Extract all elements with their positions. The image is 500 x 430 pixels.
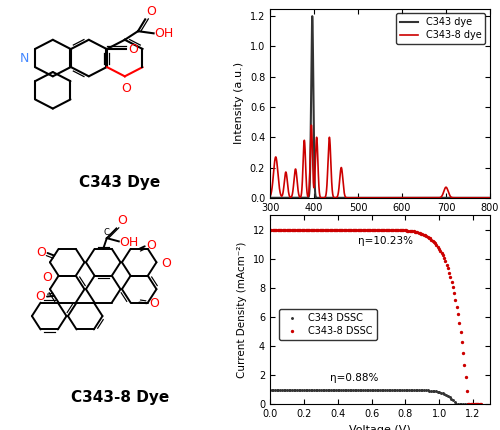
C343 dye: [487, 195, 493, 200]
X-axis label: Wavelength (nm): Wavelength (nm): [332, 218, 428, 228]
Y-axis label: Current Density (mAcm⁻²): Current Density (mAcm⁻²): [237, 241, 247, 378]
C343 DSSC: [352, 387, 358, 392]
Text: N: N: [20, 52, 29, 64]
C343-8 dye: [382, 195, 388, 200]
Text: η=10.23%: η=10.23%: [358, 236, 412, 246]
Text: η=0.88%: η=0.88%: [330, 373, 379, 383]
Text: O: O: [146, 239, 156, 252]
C343-8 dye: [487, 195, 493, 200]
Text: O: O: [162, 257, 171, 270]
X-axis label: Voltage (V): Voltage (V): [349, 424, 411, 430]
C343 DSSC: [454, 402, 460, 407]
C343 dye: [305, 195, 311, 200]
C343-8 dye: [459, 195, 465, 200]
C343 DSSC: [432, 389, 438, 394]
C343 DSSC: [478, 402, 484, 407]
C343-8 DSSC: [352, 227, 358, 232]
C343-8 DSSC: [360, 227, 366, 232]
C343 dye: [292, 195, 298, 200]
C343 DSSC: [288, 387, 294, 392]
Text: O: O: [128, 43, 138, 56]
Text: OH: OH: [120, 236, 139, 249]
C343-8 dye: [305, 194, 311, 199]
C343-8 dye: [308, 123, 314, 128]
C343-8 DSSC: [478, 402, 484, 407]
Text: O: O: [42, 271, 52, 284]
Line: C343 DSSC: C343 DSSC: [268, 388, 483, 406]
C343 dye: [267, 195, 273, 200]
C343 dye: [352, 195, 358, 200]
Text: OH: OH: [154, 27, 174, 40]
C343 dye: [361, 195, 367, 200]
C343-8 DSSC: [436, 246, 442, 251]
C343-8 dye: [483, 195, 489, 200]
C343-8 dye: [267, 194, 273, 199]
Text: O: O: [35, 290, 45, 304]
Text: C343 Dye: C343 Dye: [80, 175, 160, 190]
Legend: C343 dye, C343-8 dye: C343 dye, C343-8 dye: [396, 13, 485, 44]
Text: O: O: [121, 82, 131, 95]
Y-axis label: Intensity (a.u.): Intensity (a.u.): [234, 62, 244, 144]
C343-8 DSSC: [288, 227, 294, 232]
Text: O: O: [149, 297, 158, 310]
C343-8 DSSC: [412, 229, 418, 234]
C343 dye: [459, 195, 465, 200]
C343-8 dye: [292, 168, 298, 173]
Text: O: O: [36, 246, 46, 259]
Text: O: O: [117, 214, 127, 227]
Text: C: C: [104, 227, 110, 236]
C343-8 dye: [361, 195, 367, 200]
C343 dye: [482, 195, 488, 200]
C343 DSSC: [436, 390, 442, 395]
C343 DSSC: [267, 387, 273, 392]
C343-8 DSSC: [267, 227, 273, 232]
C343-8 DSSC: [465, 402, 471, 407]
Legend: C343 DSSC, C343-8 DSSC: C343 DSSC, C343-8 DSSC: [280, 310, 377, 340]
Text: O: O: [146, 5, 156, 18]
C343-8 dye: [352, 195, 358, 200]
C343-8 DSSC: [432, 240, 438, 246]
Line: C343-8 dye: C343-8 dye: [270, 125, 490, 198]
C343 dye: [310, 14, 316, 19]
Text: C343-8 Dye: C343-8 Dye: [71, 390, 169, 405]
Line: C343-8 DSSC: C343-8 DSSC: [268, 227, 484, 406]
C343 DSSC: [412, 387, 418, 393]
Line: C343 dye: C343 dye: [270, 16, 490, 198]
C343 DSSC: [360, 387, 366, 392]
